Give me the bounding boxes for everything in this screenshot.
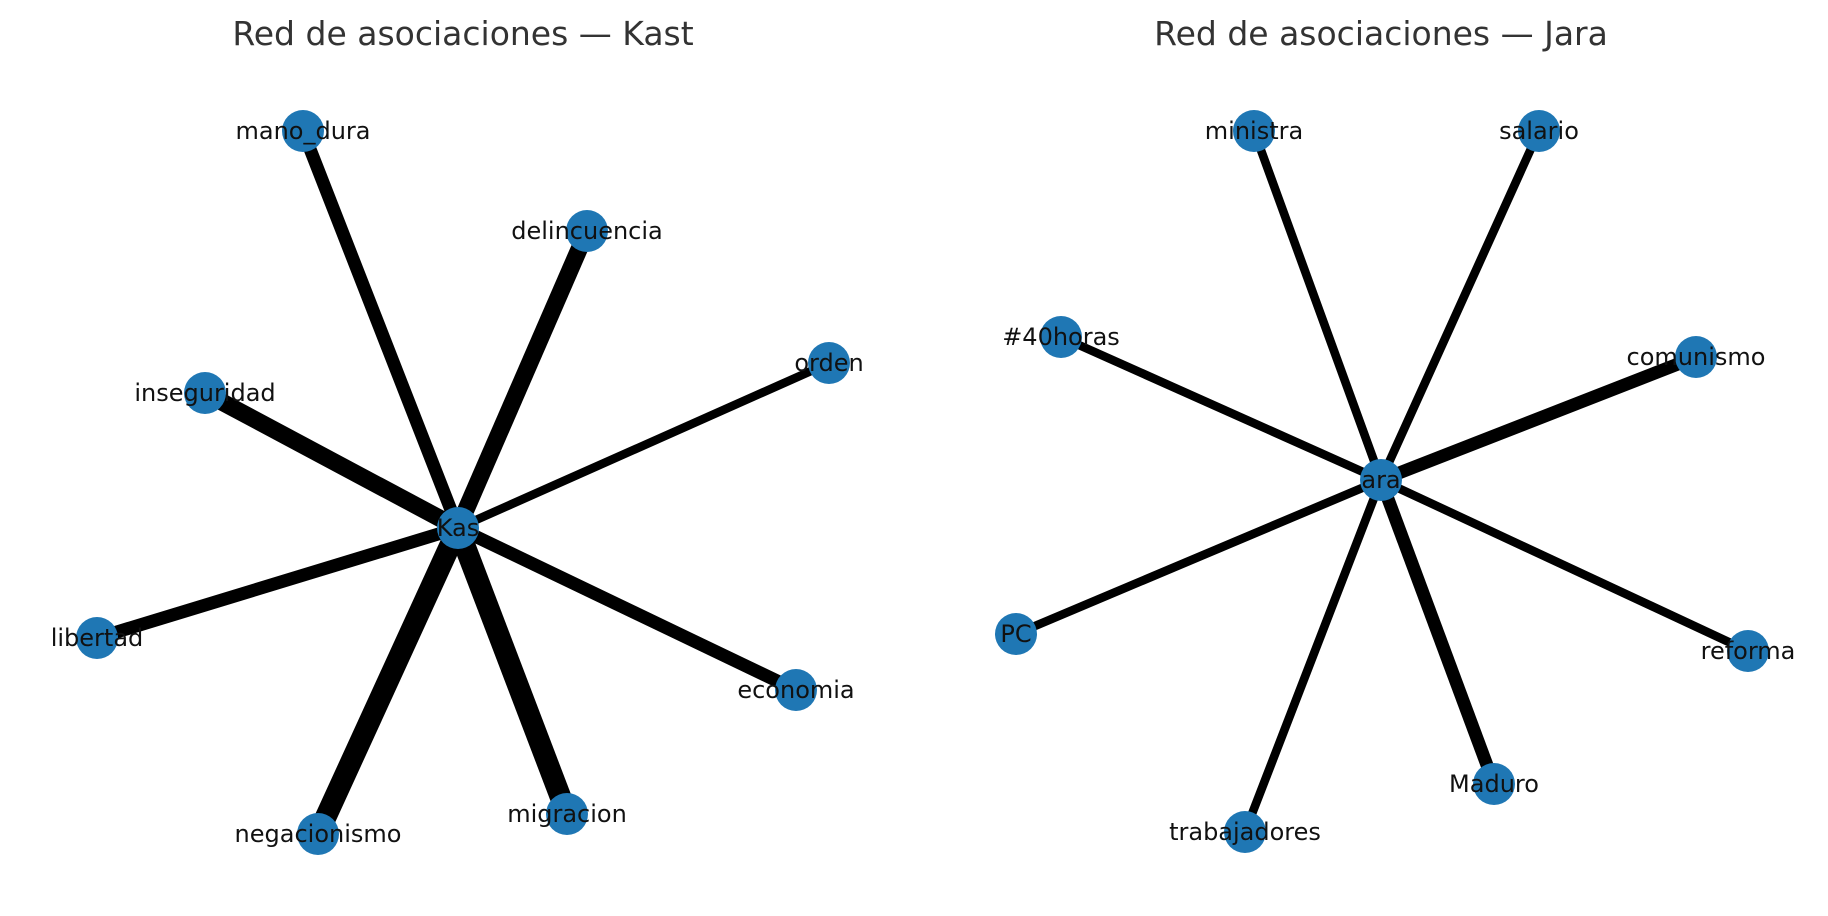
node-comunismo <box>1675 336 1717 378</box>
node-trabajadores <box>1224 811 1266 853</box>
center-node-jara <box>1360 459 1402 501</box>
node-label-salario: salario <box>1499 117 1579 145</box>
node-ministra <box>1233 110 1275 152</box>
edge-kast-inseguridad <box>200 385 463 536</box>
edge-jara-reforma <box>1379 476 1750 655</box>
node-economia <box>775 669 817 711</box>
node-label-economia: economia <box>737 676 854 704</box>
node-pc <box>995 613 1037 655</box>
node-libertad <box>76 617 118 659</box>
node-reforma <box>1727 630 1769 672</box>
node-label-maduro: Maduro <box>1449 770 1539 798</box>
edge-kast-orden <box>456 359 831 532</box>
node-label-migracion: migracion <box>507 800 627 828</box>
edge-jara-ministra <box>1249 129 1386 482</box>
center-node-label-kast: Kas <box>437 514 480 542</box>
edge-jara-pc <box>1014 476 1383 638</box>
center-node-label-jara: ara <box>1361 466 1400 494</box>
node-label-orden: orden <box>794 349 863 377</box>
node-label-inseguridad: inseguridad <box>134 379 275 407</box>
labels-kast: mano_dura delincuencia orden inseguridad lib… <box>51 117 864 848</box>
edge-jara-maduro <box>1374 477 1501 787</box>
edge-jara-salario <box>1377 129 1543 482</box>
edge-kast-delincuencia <box>450 227 595 532</box>
panel-title-kast: Red de asociaciones — Kast <box>232 14 693 53</box>
node-mano-dura <box>282 110 324 152</box>
center-node-kast <box>437 507 479 549</box>
nodes-jara <box>995 110 1769 853</box>
edges-kast <box>95 128 831 839</box>
node-40horas <box>1040 316 1082 358</box>
panel-title-jara: Red de asociaciones — Jara <box>1154 14 1608 53</box>
edges-jara <box>1014 129 1750 834</box>
panel-kast: Red de asociaciones — Kast mano_duradeli… <box>51 14 864 855</box>
node-label-ministra: ministra <box>1205 117 1303 145</box>
node-delincuencia <box>566 210 608 252</box>
node-salario <box>1518 110 1560 152</box>
node-migracion <box>546 793 588 835</box>
edge-jara-comunismo <box>1378 350 1699 487</box>
edge-kast-mano-dura <box>296 128 465 531</box>
node-label-libertad: libertad <box>51 624 144 652</box>
node-label-reforma: reforma <box>1701 637 1796 665</box>
node-label-trabajadores: trabajadores <box>1169 818 1321 846</box>
node-label-comunismo: comunismo <box>1627 343 1766 371</box>
node-label-40horas: #40horas <box>1002 323 1120 351</box>
node-label-mano-dura: mano_dura <box>236 117 371 145</box>
node-label-delincuencia: delincuencia <box>511 217 663 245</box>
edge-jara-trabajadores <box>1240 478 1386 834</box>
edge-kast-negacionismo <box>308 523 468 839</box>
edge-jara-40horas <box>1059 333 1383 484</box>
labels-jara: ministra salario #40horas comunismo PC reform… <box>1000 117 1795 846</box>
node-label-pc: PC <box>1000 620 1031 648</box>
node-negacionismo <box>297 813 339 855</box>
edge-kast-migracion <box>447 524 578 818</box>
edge-kast-libertad <box>95 521 460 645</box>
node-inseguridad <box>184 372 226 414</box>
nodes-kast <box>76 110 850 855</box>
node-label-negacionismo: negacionismo <box>235 820 402 848</box>
node-maduro <box>1473 763 1515 805</box>
node-orden <box>808 342 850 384</box>
edge-kast-economia <box>455 522 799 696</box>
panel-jara: Red de asociaciones — Jara ministra salar… <box>995 14 1795 853</box>
